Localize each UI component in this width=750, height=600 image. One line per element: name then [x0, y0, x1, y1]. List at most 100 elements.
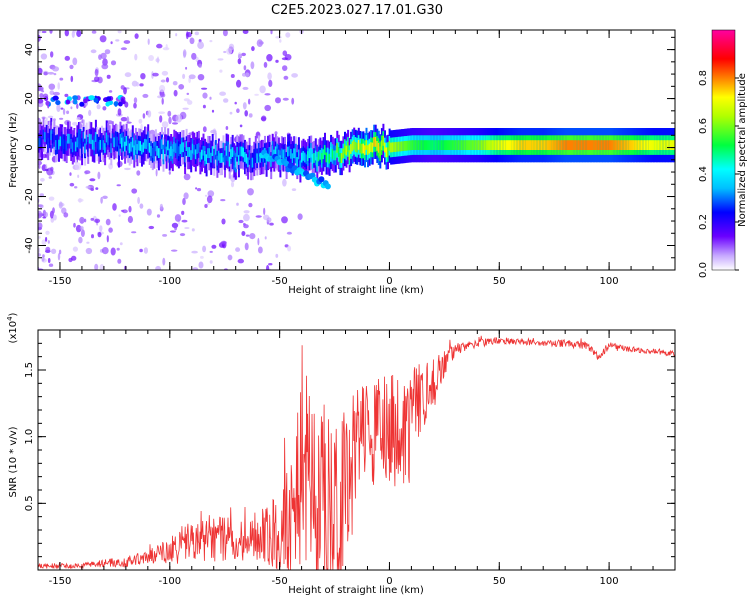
spectrogram-ridge-cell — [147, 136, 150, 147]
spectrogram-ridge-cell — [650, 140, 652, 150]
spectrogram-speckle — [43, 71, 48, 76]
spectrogram-ridge-cell — [663, 140, 666, 150]
spectrogram-speckle — [89, 178, 96, 182]
spectrogram-ridge-cell — [485, 140, 488, 150]
spectrogram-ridge-cell — [640, 140, 643, 150]
spectrogram-speckle — [71, 255, 77, 261]
spectrogram-speckle — [195, 187, 198, 190]
spectrogram-speckle — [64, 55, 71, 61]
spectrogram-speckle — [131, 231, 137, 234]
spectrogram-ridge-cell — [94, 132, 97, 142]
spectrogram-speckle — [106, 235, 109, 243]
spectrogram-ridge-cell — [468, 140, 471, 150]
spectrogram-ridge-cell — [520, 140, 523, 150]
spectrogram-ridge-cell — [457, 140, 460, 150]
spectrogram-speckle — [161, 70, 169, 76]
spectrogram-ridge-cell — [64, 139, 67, 150]
spectrogram-speckle — [209, 260, 213, 264]
spectrogram-ridge-cell — [78, 134, 80, 144]
spectrogram-speckle — [91, 30, 97, 34]
snr-x-axis-label: Height of straight line (km) — [288, 585, 424, 596]
x-tick-label: 100 — [600, 276, 619, 287]
spectrogram-ridge-cell — [199, 152, 202, 162]
spectrogram-speckle — [38, 236, 41, 239]
spectrogram-ridge-cell — [328, 153, 331, 164]
spectrogram-ridge-cell — [182, 142, 185, 153]
spectrogram-ridge-cell — [125, 136, 128, 146]
spectrogram-ridge-cell — [144, 138, 147, 149]
spectrogram-ridge-cell — [91, 139, 94, 150]
spectrogram-ridge-cell — [620, 140, 623, 150]
spectrogram-ridge-cell — [397, 141, 400, 152]
spectrogram-speckle — [38, 253, 41, 257]
spectrogram-speckle — [282, 97, 289, 101]
spectrogram-speckle — [172, 122, 178, 125]
spectrogram-speckle — [281, 57, 288, 61]
spectrogram-ridge-cell — [225, 145, 228, 156]
spectrogram-ridge-cell — [551, 140, 554, 150]
spectrogram-ridge-cell — [139, 141, 142, 151]
spectrogram-ridge-cell — [580, 140, 583, 150]
spectrogram-speckle — [242, 30, 249, 34]
spectrogram-ridge-cell — [73, 140, 76, 150]
spectrogram-ridge-cell — [159, 144, 162, 154]
spectrogram-speckle — [261, 115, 267, 122]
spectrogram-ridge-cell — [560, 140, 563, 150]
spectrogram-ridge-cell — [623, 140, 626, 150]
spectrogram-panel: -150 -100 -50 0 50 100 -40 -20 0 20 40 Height of … — [8, 29, 676, 296]
spectrogram-ridge-cell — [557, 140, 560, 150]
spectrogram-speckle — [258, 246, 263, 254]
spectrogram-speckle — [282, 65, 288, 71]
spectrogram-speckle — [202, 245, 207, 253]
spectrogram-ridge-cell — [253, 154, 256, 164]
spectrogram-speckle — [63, 212, 69, 218]
spectrogram-ridge-cell — [503, 140, 506, 150]
spectrogram-speckle — [75, 224, 82, 233]
spectrogram-speckle — [266, 265, 270, 270]
spectrogram-speckle — [264, 104, 272, 112]
spectrogram-ridge-cell — [204, 151, 207, 161]
spectrogram-ridge-cell — [174, 143, 177, 154]
spectrogram-speckle — [239, 124, 243, 128]
spectrogram-speckle — [147, 110, 152, 118]
spectrogram-ridge-cell — [543, 140, 546, 150]
spectrogram-ridge-cell — [611, 140, 614, 150]
spectrogram-speckle — [69, 172, 72, 176]
spectrogram-ridge-cell — [502, 140, 505, 150]
spectrogram-ridge-cell — [467, 140, 469, 150]
spectrogram-speckle — [39, 93, 44, 99]
spectrogram-ridge-cell — [660, 140, 663, 150]
spectrogram-speckle — [269, 222, 274, 226]
spectrogram-ridge-cell — [194, 149, 197, 160]
spectrogram-ridge-cell — [45, 129, 48, 140]
spectrogram-speckle — [237, 52, 242, 59]
spectrogram-ridge-cell — [214, 144, 217, 155]
spectrogram-speckle — [169, 230, 176, 233]
spectrogram-ridge-cell — [188, 147, 191, 157]
spectrogram-ridge-cell — [254, 148, 257, 158]
spectrogram-ridge-cell — [99, 140, 102, 150]
spectrogram-ridge-cell — [271, 146, 274, 156]
x-tick-label: -100 — [158, 276, 181, 287]
spectrogram-ridge-cell — [48, 133, 51, 144]
spectrogram-ridge-cell — [177, 146, 180, 157]
spectrogram-ridge-cell — [90, 134, 93, 145]
spectrogram-speckle — [259, 85, 266, 94]
spectrogram-ridge-cell — [491, 140, 494, 150]
spectrogram-ridge-cell — [673, 140, 675, 150]
x-tick-label: -150 — [49, 276, 72, 287]
spectrogram-speckle — [161, 97, 164, 105]
spectrogram-speckle — [134, 53, 138, 61]
spectrogram-ridge-cell — [314, 150, 317, 161]
spectrogram-speckle — [52, 91, 60, 96]
spectrogram-speckle — [38, 67, 43, 74]
spectrogram-ridge-cell — [548, 140, 551, 150]
spectrogram-ridge-cell — [568, 140, 571, 150]
spectrogram-speckle — [48, 196, 55, 201]
spectrogram-ridge-cell — [417, 140, 420, 150]
spectrogram-streak-blob — [287, 162, 294, 169]
spectrogram-speckle — [117, 30, 122, 34]
spectrogram-speckle — [182, 107, 189, 110]
spectrogram-ridge-cell — [227, 146, 230, 157]
spectrogram-speckle — [156, 56, 160, 64]
